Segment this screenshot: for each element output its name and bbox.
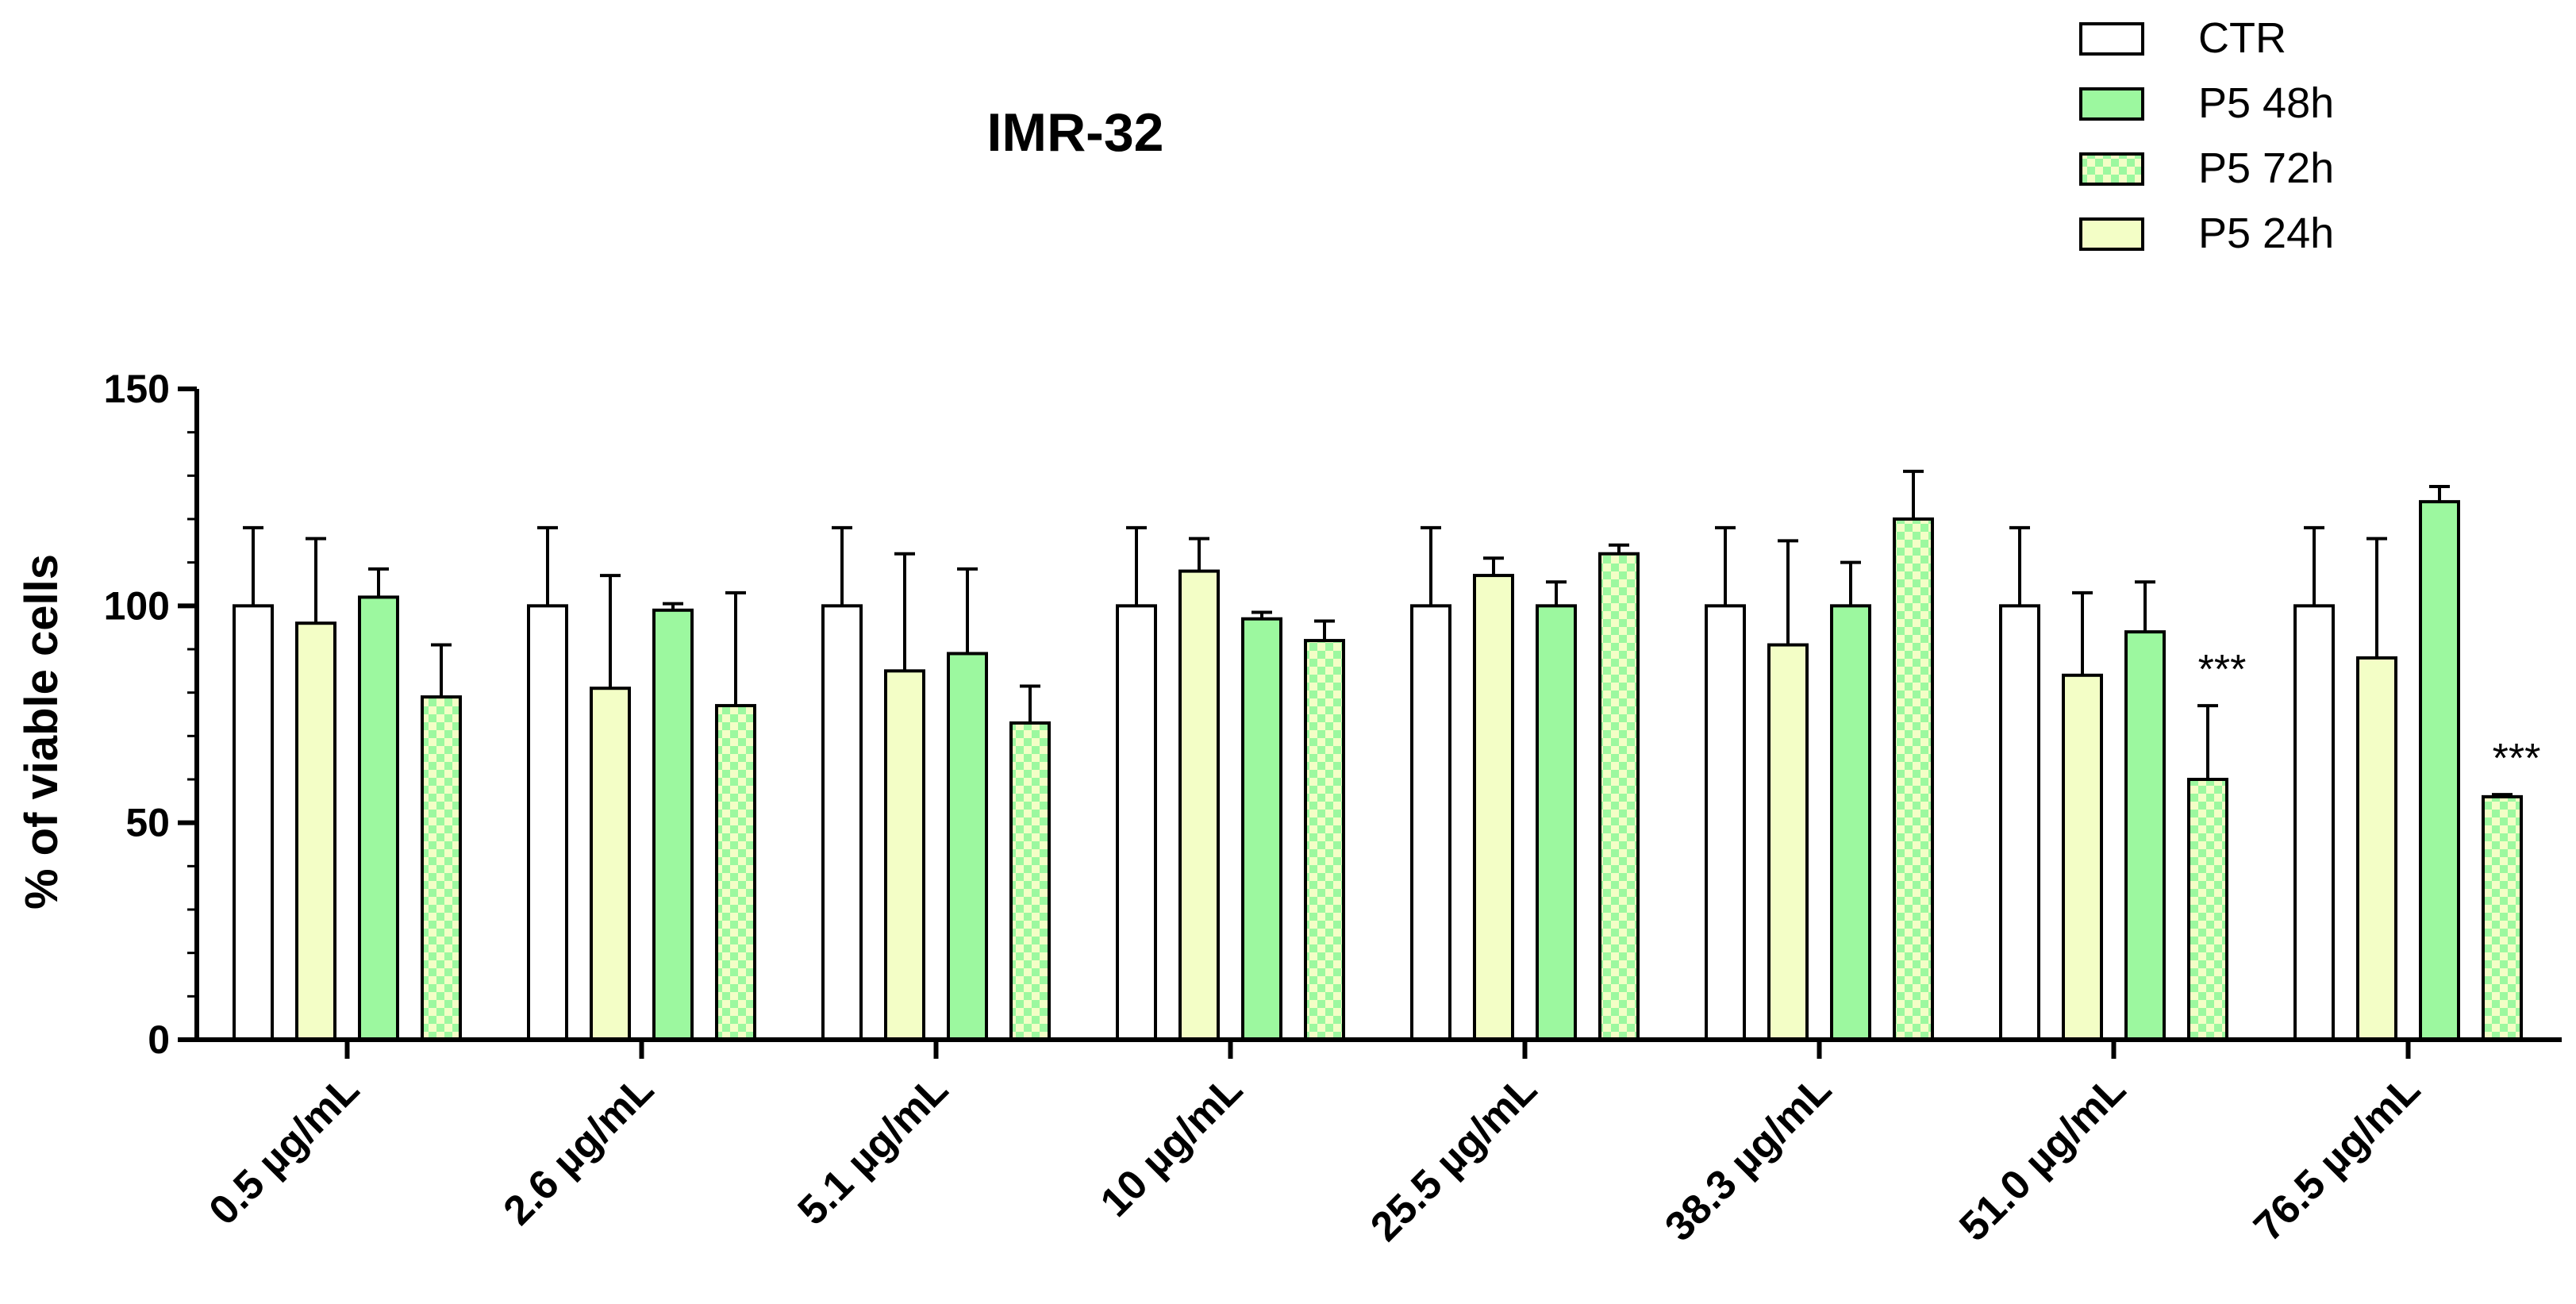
bar-10-g-ml-ctr (1116, 604, 1157, 1041)
bar-25-5-g-ml-p5-48h (1536, 604, 1577, 1041)
bar-25-5-g-ml-p5-72h (1598, 552, 1640, 1041)
bar-51-0-g-ml-p5-48h (2124, 630, 2166, 1041)
bar-76-5-g-ml-p5-24h (2356, 656, 2397, 1042)
x-tick-label-25-5-g-ml: 25.5 µg/mL (1362, 1066, 1546, 1250)
x-tick-label-76-5-g-ml: 76.5 µg/mL (2245, 1066, 2429, 1250)
significance-76-5-g-ml: *** (2493, 736, 2541, 782)
y-tick-label-150: 150 (104, 367, 170, 411)
bar-25-5-g-ml-ctr (1410, 604, 1451, 1041)
legend-swatch-ctr (2079, 22, 2144, 56)
y-axis-label: % of viable cells (16, 554, 67, 910)
x-tick-label-0-5-g-ml: 0.5 µg/mL (201, 1066, 368, 1233)
bar-38-3-g-ml-ctr (1705, 604, 1746, 1041)
bar-25-5-g-ml-p5-24h (1473, 574, 1514, 1041)
bar-10-g-ml-p5-48h (1241, 617, 1282, 1041)
legend-swatch-p5-72h (2079, 152, 2144, 186)
bar-51-0-g-ml-ctr (1999, 604, 2040, 1041)
bar-76-5-g-ml-p5-72h (2482, 794, 2523, 1041)
bar-51-0-g-ml-p5-24h (2062, 673, 2103, 1041)
x-tick-label-5-1-g-ml: 5.1 µg/mL (790, 1066, 957, 1233)
bars: *** *** (233, 469, 2541, 1042)
bar-76-5-g-ml-ctr (2293, 604, 2335, 1041)
y-tick-label-0: 0 (148, 1017, 170, 1062)
bar-5-1-g-ml-p5-48h (947, 652, 988, 1041)
legend-swatch-p5-48h (2079, 87, 2144, 121)
bar-5-1-g-ml-p5-24h (884, 669, 925, 1041)
y-tick-label-50: 50 (125, 801, 170, 845)
legend: CTR P5 48h P5 72h P5 24h (2079, 14, 2334, 257)
x-tick-label-51-0-g-ml: 51.0 µg/mL (1951, 1066, 2135, 1250)
bar-38-3-g-ml-p5-48h (1830, 604, 1871, 1041)
bar-2-6-g-ml-p5-24h (590, 687, 631, 1041)
bar-0-5-g-ml-p5-24h (295, 621, 336, 1041)
bar-2-6-g-ml-p5-72h (715, 704, 756, 1041)
bar-2-6-g-ml-p5-48h (652, 608, 694, 1041)
significance-51-0-g-ml: *** (2198, 647, 2247, 693)
bar-2-6-g-ml-ctr (527, 604, 568, 1041)
legend-label-p5-24h: P5 24h (2198, 210, 2334, 257)
bar-10-g-ml-p5-24h (1178, 569, 1220, 1041)
x-tick-label-2-6-g-ml: 2.6 µg/mL (495, 1066, 663, 1233)
bar-51-0-g-ml-p5-72h (2187, 778, 2228, 1041)
bar-5-1-g-ml-p5-72h (1009, 721, 1051, 1042)
x-tick-label-10-g-ml: 10 µg/mL (1092, 1066, 1251, 1225)
bar-0-5-g-ml-p5-72h (421, 695, 462, 1042)
legend-swatch-p5-24h (2079, 217, 2144, 251)
legend-label-ctr: CTR (2198, 14, 2286, 62)
bar-76-5-g-ml-p5-48h (2419, 500, 2460, 1041)
legend-label-p5-72h: P5 72h (2198, 144, 2334, 192)
chart-title: IMR-32 (987, 102, 1164, 163)
bar-0-5-g-ml-ctr (233, 604, 274, 1041)
bar-10-g-ml-p5-72h (1304, 639, 1345, 1041)
x-tick-label-38-3-g-ml: 38.3 µg/mL (1656, 1066, 1840, 1250)
bar-0-5-g-ml-p5-48h (358, 595, 399, 1041)
bar-5-1-g-ml-ctr (821, 604, 863, 1041)
bar-38-3-g-ml-p5-24h (1767, 643, 1809, 1041)
y-tick-label-100: 100 (104, 583, 170, 628)
bar-38-3-g-ml-p5-72h (1893, 517, 1934, 1041)
legend-label-p5-48h: P5 48h (2198, 79, 2334, 127)
